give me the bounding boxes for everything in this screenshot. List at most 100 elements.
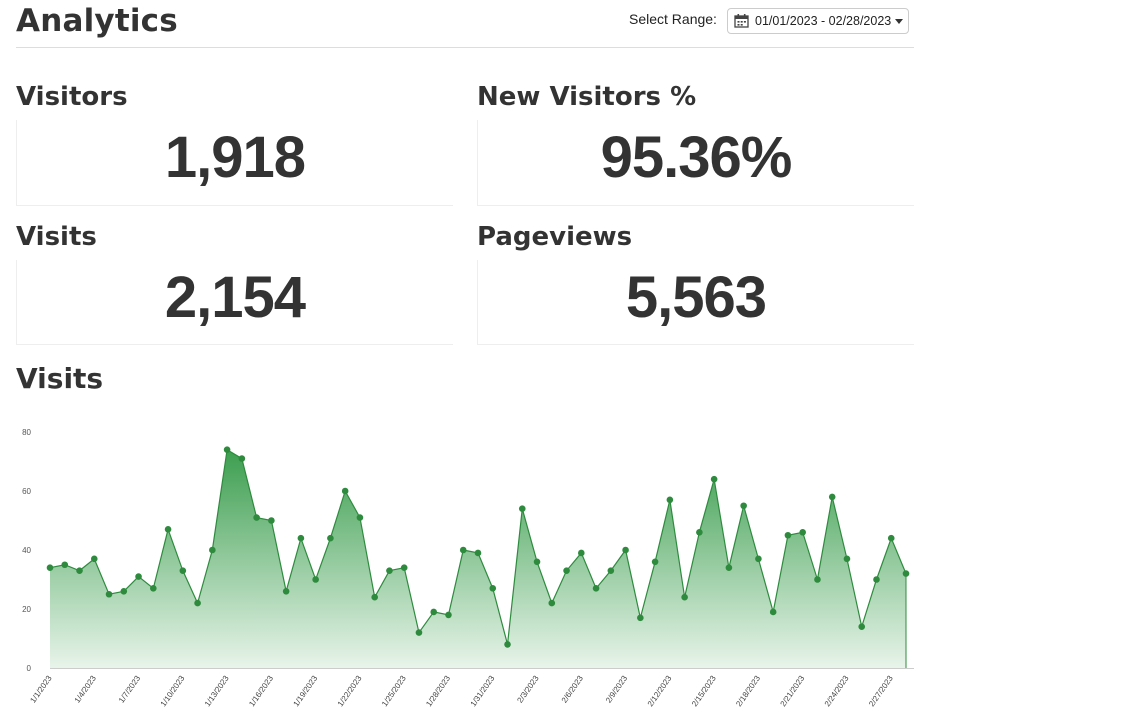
kpi-value-visits: 2,154 [164, 265, 306, 330]
kpi-title-visits: Visits [16, 222, 97, 252]
data-point[interactable] [504, 641, 511, 648]
data-point[interactable] [622, 546, 629, 554]
data-point[interactable] [651, 558, 659, 566]
data-point[interactable] [681, 593, 688, 601]
data-point[interactable] [179, 567, 187, 574]
data-point[interactable] [105, 590, 113, 598]
data-point[interactable] [710, 475, 718, 483]
x-tick-label: 2/21/2023 [779, 674, 807, 709]
data-point[interactable] [799, 529, 806, 536]
data-point[interactable] [873, 576, 880, 583]
x-tick-label: 1/4/2023 [73, 674, 99, 705]
data-point[interactable] [90, 555, 98, 563]
data-point[interactable] [253, 514, 260, 521]
data-point[interactable] [445, 611, 452, 619]
kpi-card-visitors: 1,918 [16, 120, 453, 206]
x-tick-label: 2/18/2023 [734, 674, 762, 709]
data-point[interactable] [563, 567, 570, 574]
y-tick-label: 0 [27, 664, 32, 673]
data-point[interactable] [740, 502, 747, 510]
data-point[interactable] [209, 546, 216, 554]
x-tick-label: 1/16/2023 [247, 674, 275, 709]
data-point[interactable] [607, 567, 615, 574]
x-tick-label: 1/25/2023 [380, 674, 408, 709]
data-point[interactable] [76, 567, 83, 574]
data-point[interactable] [194, 599, 201, 607]
kpi-card-visits: 2,154 [16, 260, 453, 345]
data-point[interactable] [666, 496, 674, 504]
data-point[interactable] [858, 623, 866, 630]
data-point[interactable] [430, 608, 438, 616]
data-point[interactable] [46, 564, 54, 571]
data-point[interactable] [459, 546, 467, 554]
data-point[interactable] [164, 526, 172, 533]
data-point[interactable] [327, 534, 334, 542]
visits-area-chart: 0 20 40 60 80 1/1/2023 1/4/2023 1/7/2023 1/10/20… [22, 428, 914, 709]
y-tick-label: 80 [22, 428, 31, 437]
data-point[interactable] [135, 573, 142, 580]
data-point[interactable] [415, 629, 423, 636]
data-point[interactable] [282, 588, 290, 595]
calendar-icon [734, 14, 749, 28]
x-tick-label: 1/19/2023 [292, 674, 320, 709]
kpi-card-pageviews: 5,563 [477, 260, 914, 345]
kpi-title-new-visitors: New Visitors % [477, 82, 697, 112]
data-point[interactable] [312, 576, 319, 583]
data-point[interactable] [238, 455, 246, 462]
caret-down-icon [895, 18, 904, 24]
kpi-value-visitors: 1,918 [164, 125, 306, 190]
kpi-value-new-visitors: 95.36% [600, 125, 793, 190]
x-tick-label: 1/13/2023 [203, 674, 231, 709]
visits-area-fill [50, 449, 906, 668]
data-point[interactable] [696, 529, 703, 536]
data-point[interactable] [150, 585, 157, 592]
data-point[interactable] [120, 588, 128, 595]
x-tick-label: 2/9/2023 [604, 674, 630, 705]
data-point[interactable] [474, 549, 482, 557]
data-point[interactable] [548, 599, 556, 607]
date-range-picker[interactable]: 01/01/2023 - 02/28/2023 [727, 8, 909, 34]
x-tick-label: 1/31/2023 [469, 674, 497, 709]
data-point[interactable] [297, 534, 305, 542]
x-tick-label: 2/12/2023 [646, 674, 674, 709]
data-point[interactable] [887, 534, 895, 542]
select-range-label: Select Range: [629, 11, 717, 27]
data-point[interactable] [592, 585, 600, 592]
page-title: Analytics [16, 3, 178, 39]
data-point[interactable] [386, 567, 393, 574]
x-tick-label: 2/6/2023 [560, 674, 586, 705]
data-point[interactable] [489, 585, 497, 592]
x-tick-label: 2/27/2023 [867, 674, 895, 709]
kpi-card-new-visitors: 95.36% [477, 120, 914, 206]
kpi-title-pageviews: Pageviews [477, 222, 633, 252]
kpi-value-pageviews: 5,563 [625, 265, 767, 330]
y-tick-label: 20 [22, 605, 31, 614]
data-point[interactable] [902, 570, 910, 577]
data-point[interactable] [268, 517, 275, 524]
data-point[interactable] [578, 549, 585, 557]
data-point[interactable] [769, 608, 777, 616]
data-point[interactable] [341, 487, 349, 495]
data-point[interactable] [814, 576, 821, 583]
x-tick-label: 2/15/2023 [690, 674, 718, 709]
data-point[interactable] [518, 505, 526, 512]
chart-title: Visits [16, 362, 104, 395]
header-divider [16, 47, 914, 48]
data-point[interactable] [784, 531, 792, 539]
data-point[interactable] [371, 593, 378, 601]
data-point[interactable] [755, 555, 762, 563]
y-tick-label: 60 [22, 487, 31, 496]
data-point[interactable] [533, 558, 541, 566]
data-point[interactable] [356, 514, 364, 521]
y-tick-label: 40 [22, 546, 31, 555]
data-point[interactable] [843, 555, 851, 563]
x-tick-label: 2/24/2023 [823, 674, 851, 709]
x-tick-label: 1/28/2023 [424, 674, 452, 709]
data-point[interactable] [828, 493, 836, 501]
data-point[interactable] [61, 561, 69, 569]
data-point[interactable] [725, 564, 733, 571]
data-point[interactable] [223, 446, 231, 453]
data-point[interactable] [637, 614, 644, 622]
x-tick-label: 1/7/2023 [117, 674, 143, 705]
data-point[interactable] [400, 564, 408, 571]
